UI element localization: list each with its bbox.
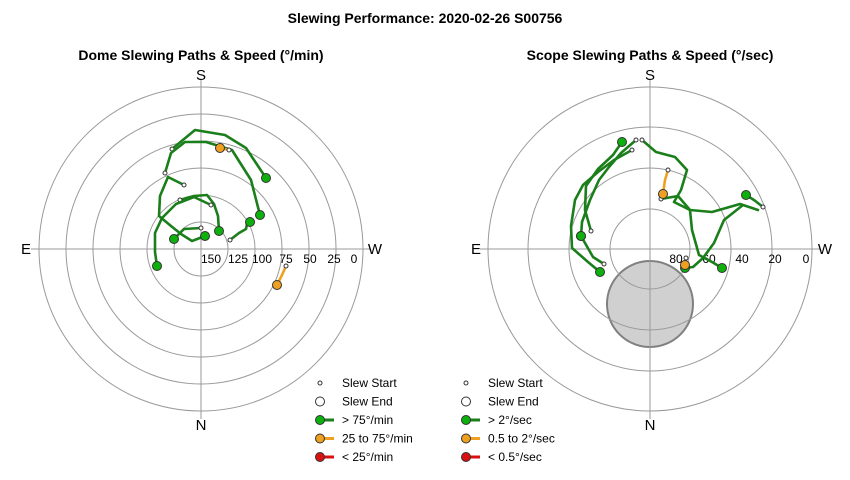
scope-legend-marker [461,415,471,425]
dome-legend-label: Slew Start [342,376,397,390]
dome-slew-start-marker [226,147,232,153]
dome-r-tick: 75 [279,252,293,266]
dome-slew-end-marker [272,280,282,290]
dome-slew-end-marker [215,143,225,153]
dome-slew-path [170,128,268,180]
scope-legend-marker [461,433,471,444]
scope-r-tick: 20 [768,252,782,266]
scope-r-ticks: 80 60 40 20 0 [669,252,809,266]
scope-slew-end-marker [617,137,627,147]
dome-r-tick: 125 [228,252,248,266]
dome-r-tick: 0 [351,252,358,266]
dome-slew-end-marker [152,261,162,271]
scope-legend-label: Slew Start [488,376,543,390]
dome-legend-marker [315,452,325,462]
scope-chart-title: Scope Slewing Paths & Speed (°/sec) [527,47,774,63]
dome-chart-title: Dome Slewing Paths & Speed (°/min) [78,47,323,63]
scope-slew-path [579,234,606,266]
dome-legend-marker [315,433,325,444]
scope-legend: Slew Start Slew End > 2°/sec 0.5 to 2°/sec <… [461,376,555,464]
dome-slew-end-marker [255,210,265,220]
dome-slew-start-marker [162,170,168,176]
scope-slew-path [579,138,638,238]
dome-slew-path [157,175,207,243]
scope-label-w: W [818,241,833,258]
dome-legend-label: Slew End [342,395,393,409]
scope-slew-path [640,138,760,270]
dome-slew-end-marker [169,234,179,244]
scope-slew-path [569,148,634,274]
dome-r-tick: 100 [252,252,272,266]
scope-slew-start-marker [639,137,645,143]
scope-slew-start-marker [601,261,607,267]
scope-slew-end-marker [680,260,690,270]
dome-slew-start-marker [198,225,204,231]
dome-legend-label: > 75°/min [342,413,393,427]
dome-legend-end-marker [315,396,325,407]
dome-label-e: E [21,241,31,258]
dome-r-tick: 50 [303,252,317,266]
scope-legend-start-marker [463,380,469,386]
scope-slew-end-marker [576,231,586,241]
dome-slew-end-marker [214,226,224,236]
scope-polar-grid [480,79,820,419]
scope-slew-end-marker [717,263,727,273]
scope-r-tick: 80 [669,252,683,266]
scope-r-tick: 0 [803,252,810,266]
scope-legend-label: < 0.5°/sec [488,450,542,464]
scope-slew-start-marker [629,147,635,153]
scope-slew-end-marker [595,267,605,277]
dome-legend-start-marker [317,380,323,386]
dome-slew-path [153,195,213,268]
scope-slew-start-marker [665,167,671,173]
scope-slew-start-marker [633,137,639,143]
scope-slew-start-marker [588,228,594,234]
dome-slew-start-marker [208,202,214,208]
dome-panel: Dome Slewing Paths & Speed (°/min) S N E… [21,47,413,464]
dome-slew-start-marker [181,182,187,188]
dome-slew-start-marker [283,263,289,269]
dome-legend-label: < 25°/min [342,450,393,464]
dome-label-w: W [368,241,383,258]
dome-legend-label: 25 to 75°/min [342,432,413,446]
scope-slew-start-marker [760,204,766,210]
dome-legend-marker [315,415,325,425]
dome-slew-paths [152,128,289,290]
scope-legend-label: 0.5 to 2°/sec [488,432,555,446]
figure-title: Slewing Performance: 2020-02-26 S00756 [288,10,563,26]
dome-r-ticks: 150 125 100 75 50 25 0 [201,252,358,266]
scope-legend-label: Slew End [488,395,539,409]
dome-label-n: N [196,417,207,434]
scope-r-tick: 40 [735,252,749,266]
scope-slew-start-marker [683,255,689,261]
dome-slew-path [163,140,262,217]
dome-slew-end-marker [245,217,255,227]
scope-slew-end-marker [658,189,668,199]
dome-label-s: S [196,67,206,84]
scope-slew-paths [569,137,766,277]
dome-r-tick: 150 [201,252,221,266]
scope-legend-end-marker [461,396,471,407]
scope-legend-label: > 2°/sec [488,413,532,427]
scope-slew-path [583,140,624,233]
scope-slew-end-marker [741,190,751,200]
scope-label-s: S [645,67,655,84]
dome-legend: Slew Start Slew End > 75°/min 25 to 75°/min… [315,376,413,464]
dome-slew-end-marker [200,231,210,241]
scope-panel: Scope Slewing Paths & Speed (°/sec) S N … [461,47,833,464]
dome-slew-end-marker [261,173,271,183]
scope-slew-path [659,194,724,270]
dome-slew-start-marker [227,237,233,243]
scope-label-n: N [645,417,656,434]
dome-r-tick: 25 [327,252,341,266]
scope-legend-marker [461,452,471,462]
scope-label-e: E [471,241,481,258]
